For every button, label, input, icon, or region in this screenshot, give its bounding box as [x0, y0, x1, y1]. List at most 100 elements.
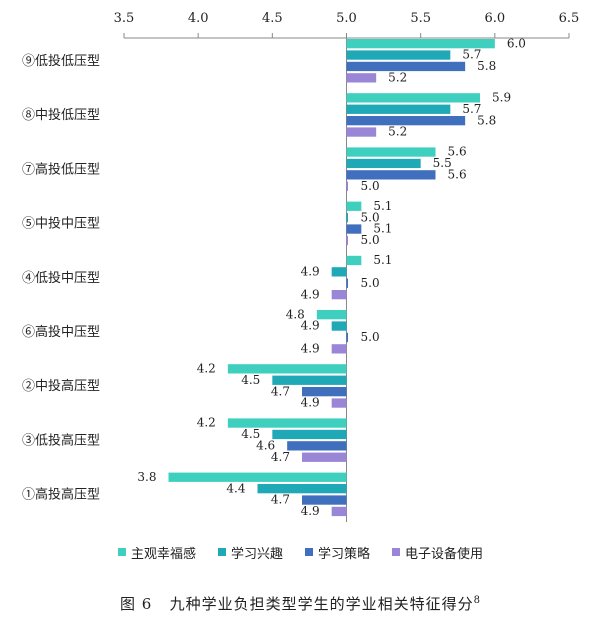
bar: [331, 321, 347, 331]
bar: [346, 224, 362, 234]
legend-label: 学习策略: [318, 546, 371, 562]
data-label: 5.9: [492, 91, 511, 105]
bar: [346, 61, 466, 72]
category-label: ③低投高压型: [22, 432, 100, 448]
category-label: ⑥高投中压型: [22, 324, 100, 340]
bar: [346, 116, 466, 126]
bar: [272, 375, 347, 385]
bar: [331, 506, 347, 517]
bar: [302, 387, 347, 397]
category-label: ②中投高压型: [22, 378, 100, 394]
legend-swatch: [117, 548, 126, 556]
data-label: 6.0: [507, 36, 526, 50]
bar: [346, 255, 362, 266]
bar: [346, 104, 451, 114]
data-label: 4.9: [301, 342, 320, 356]
caption-label: 图 6: [119, 595, 153, 613]
bar: [346, 147, 436, 157]
category-label: ⑨低投低压型: [22, 53, 100, 69]
data-label: 5.1: [373, 253, 392, 267]
bar: [331, 290, 347, 300]
bar: [302, 495, 347, 505]
figure-caption: 图 6 九种学业负担类型学生的学业相关特征得分8: [0, 593, 601, 614]
bar: [331, 398, 347, 408]
bar: [302, 452, 347, 462]
data-label: 5.2: [388, 71, 407, 85]
legend-item: 电子设备使用: [392, 542, 483, 562]
data-label: 4.2: [197, 416, 216, 430]
data-label: 5.0: [361, 210, 380, 224]
bar: [168, 472, 347, 482]
data-label: 4.5: [241, 373, 260, 387]
legend: 主观幸福感 学习兴趣 学习策略 电子设备使用: [0, 542, 601, 562]
x-tick-label: 3.5: [114, 11, 135, 26]
legend-item: 主观幸福感: [117, 542, 196, 562]
data-label: 5.0: [361, 276, 380, 290]
data-label: 5.7: [462, 102, 481, 116]
data-label: 5.6: [448, 145, 467, 159]
data-label: 5.8: [477, 59, 496, 73]
bar: [227, 364, 347, 374]
bar: [346, 170, 436, 180]
bar: [346, 50, 451, 60]
data-label: 5.0: [361, 330, 380, 344]
x-tick-label: 4.5: [262, 11, 283, 26]
data-label: 4.2: [197, 362, 216, 376]
data-label: 5.1: [373, 199, 392, 213]
bar-chart: 3.5 4.0 4.5 5.0 5.5 6.0 6.5⑨低投低压型6.05.75.85.2⑧…: [22, 11, 580, 522]
bar: [346, 39, 495, 49]
data-label: 5.6: [448, 168, 467, 182]
bar: [346, 235, 348, 246]
legend-swatch: [217, 548, 226, 556]
data-label: 4.8: [286, 307, 305, 321]
bar: [346, 93, 480, 103]
bar: [346, 158, 421, 169]
category-label: ①高投高压型: [22, 487, 100, 503]
data-label: 4.9: [301, 504, 320, 518]
data-label: 4.9: [301, 287, 320, 301]
data-label: 4.9: [301, 319, 320, 333]
bar: [346, 332, 348, 343]
legend-label: 学习兴趣: [230, 546, 283, 562]
legend-label: 主观幸福感: [130, 546, 196, 562]
bar: [316, 310, 347, 320]
data-label: 4.7: [271, 450, 290, 464]
data-label: 3.8: [137, 470, 156, 484]
legend-swatch: [392, 548, 401, 556]
data-label: 5.1: [373, 222, 392, 236]
bar: [331, 267, 347, 277]
category-label: ⑦高投低压型: [22, 161, 100, 177]
data-label: 4.9: [301, 396, 320, 410]
category-label: ④低投中压型: [22, 270, 100, 286]
legend-item: 学习兴趣: [217, 542, 283, 562]
data-label: 4.7: [271, 493, 290, 507]
legend-swatch: [305, 548, 313, 556]
bar: [346, 201, 362, 211]
bar: [346, 181, 348, 191]
bar: [227, 418, 347, 428]
x-tick-label: 4.0: [188, 11, 209, 26]
bar: [272, 429, 347, 440]
data-label: 5.5: [433, 156, 452, 170]
data-label: 4.6: [256, 439, 275, 453]
legend-label: 电子设备使用: [405, 546, 484, 562]
caption-text: 九种学业负担类型学生的学业相关特征得分: [169, 595, 474, 613]
data-label: 4.9: [301, 265, 320, 279]
bar: [346, 278, 348, 288]
bar: [331, 344, 347, 354]
data-label: 4.5: [241, 427, 260, 441]
bar: [287, 441, 347, 451]
x-tick-label: 6.0: [484, 11, 505, 26]
bar: [346, 213, 348, 223]
category-label: ⑧中投低压型: [22, 107, 100, 123]
data-label: 5.2: [388, 125, 407, 139]
data-label: 5.0: [361, 179, 380, 193]
x-tick-label: 6.5: [559, 11, 580, 26]
caption-superscript: 8: [473, 595, 481, 606]
data-label: 5.0: [361, 233, 380, 247]
bar: [346, 73, 377, 83]
bar: [257, 484, 347, 494]
legend-item: 学习策略: [305, 542, 370, 562]
x-tick-label: 5.0: [336, 11, 357, 26]
data-label: 5.7: [462, 48, 481, 62]
